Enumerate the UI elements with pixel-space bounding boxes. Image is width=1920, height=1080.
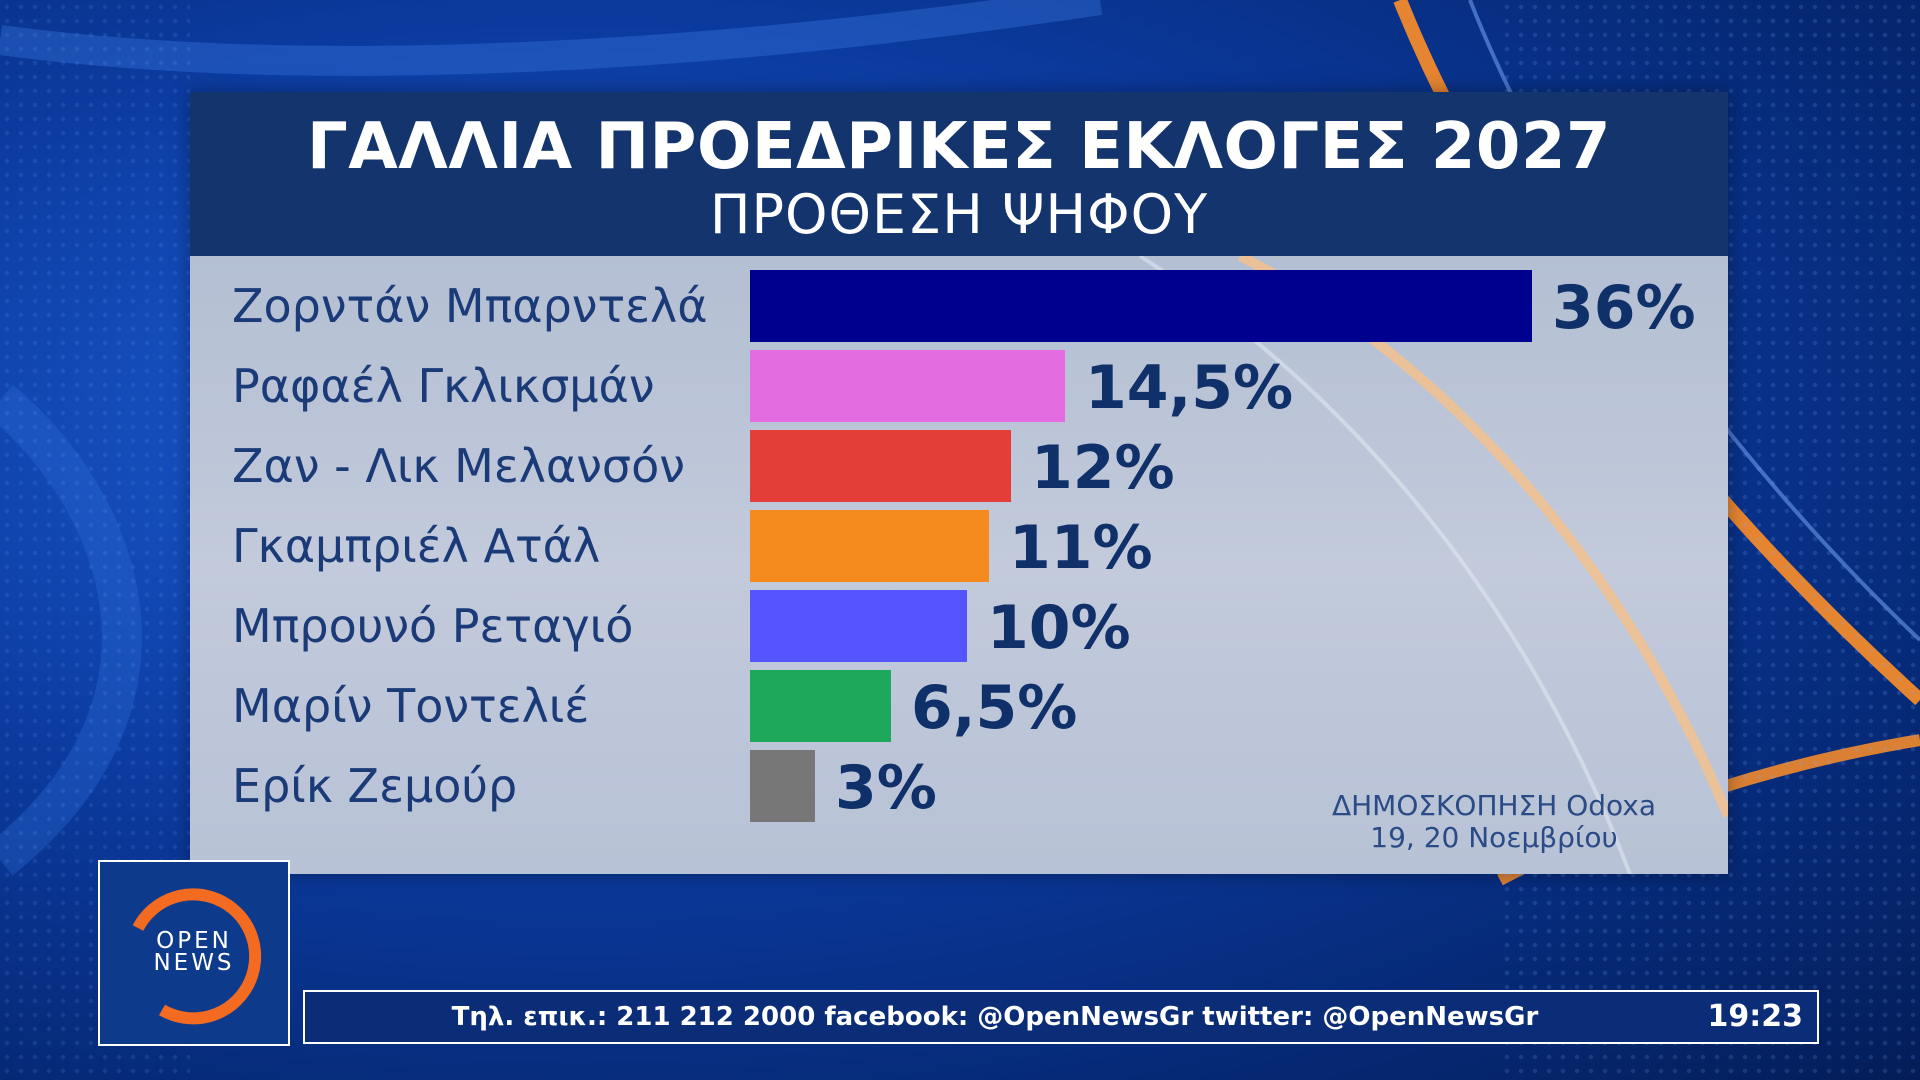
- category-label: Ζορντάν Μπαρντελά: [232, 279, 708, 333]
- chart-header: ΓΑΛΛΙΑ ΠΡΟΕΔΡΙΚΕΣ ΕΚΛΟΓΕΣ 2027 ΠΡΟΘΕΣΗ Ψ…: [190, 92, 1728, 256]
- value-label: 6,5%: [911, 673, 1077, 743]
- chart-subtitle: ΠΡΟΘΕΣΗ ΨΗΦΟΥ: [709, 183, 1209, 246]
- category-label: Γκαμπριέλ Ατάλ: [232, 519, 600, 573]
- value-label: 11%: [1009, 513, 1153, 583]
- bar: [750, 350, 1065, 422]
- category-label: Ερίκ Ζεμούρ: [232, 759, 517, 813]
- bar: [750, 590, 967, 662]
- logo-ring-icon: [132, 888, 262, 1025]
- bar: [750, 430, 1011, 502]
- bar: [750, 510, 989, 582]
- value-label: 14,5%: [1085, 353, 1293, 423]
- value-label: 36%: [1552, 273, 1696, 343]
- poll-source-date: 19, 20 Νοεμβρίου: [1370, 821, 1618, 854]
- bar: [750, 750, 815, 822]
- logo-line-news: NEWS: [153, 950, 235, 976]
- ticker-contact-text: Τηλ. επικ.: 211 212 2000 facebook: @Open…: [451, 1002, 1539, 1032]
- category-label: Ζαν - Λικ Μελανσόν: [232, 439, 685, 493]
- logo-line-open: OPEN: [156, 928, 232, 954]
- logo-text: OPEN NEWS: [100, 928, 288, 976]
- ticker-clock: 19:23: [1707, 999, 1804, 1034]
- value-label: 3%: [835, 753, 937, 823]
- channel-logo: OPEN NEWS: [98, 860, 290, 1046]
- poll-source-name: ΔΗΜΟΣΚΟΠΗΣΗ Odoxa: [1331, 789, 1657, 822]
- chart-body: Ζορντάν Μπαρντελά 36% Ραφαέλ Γκλικσμάν 14,5…: [190, 256, 1728, 874]
- value-label: 12%: [1031, 433, 1175, 503]
- category-label: Ραφαέλ Γκλικσμάν: [232, 359, 655, 413]
- poll-source: ΔΗΜΟΣΚΟΠΗΣΗ Odoxa 19, 20 Νοεμβρίου: [1284, 790, 1704, 854]
- category-label: Μαρίν Τοντελιέ: [232, 679, 589, 733]
- chart-panel: ΓΑΛΛΙΑ ΠΡΟΕΔΡΙΚΕΣ ΕΚΛΟΓΕΣ 2027 ΠΡΟΘΕΣΗ Ψ…: [190, 92, 1728, 874]
- chart-title: ΓΑΛΛΙΑ ΠΡΟΕΔΡΙΚΕΣ ΕΚΛΟΓΕΣ 2027: [306, 110, 1612, 184]
- value-label: 10%: [987, 593, 1131, 663]
- bar: [750, 670, 891, 742]
- news-ticker: Τηλ. επικ.: 211 212 2000 facebook: @Open…: [303, 990, 1819, 1044]
- category-label: Μπρουνό Ρεταγιό: [232, 599, 633, 653]
- bar: [750, 270, 1532, 342]
- bar-chart: Ζορντάν Μπαρντελά 36% Ραφαέλ Γκλικσμάν 14,5…: [232, 256, 1728, 874]
